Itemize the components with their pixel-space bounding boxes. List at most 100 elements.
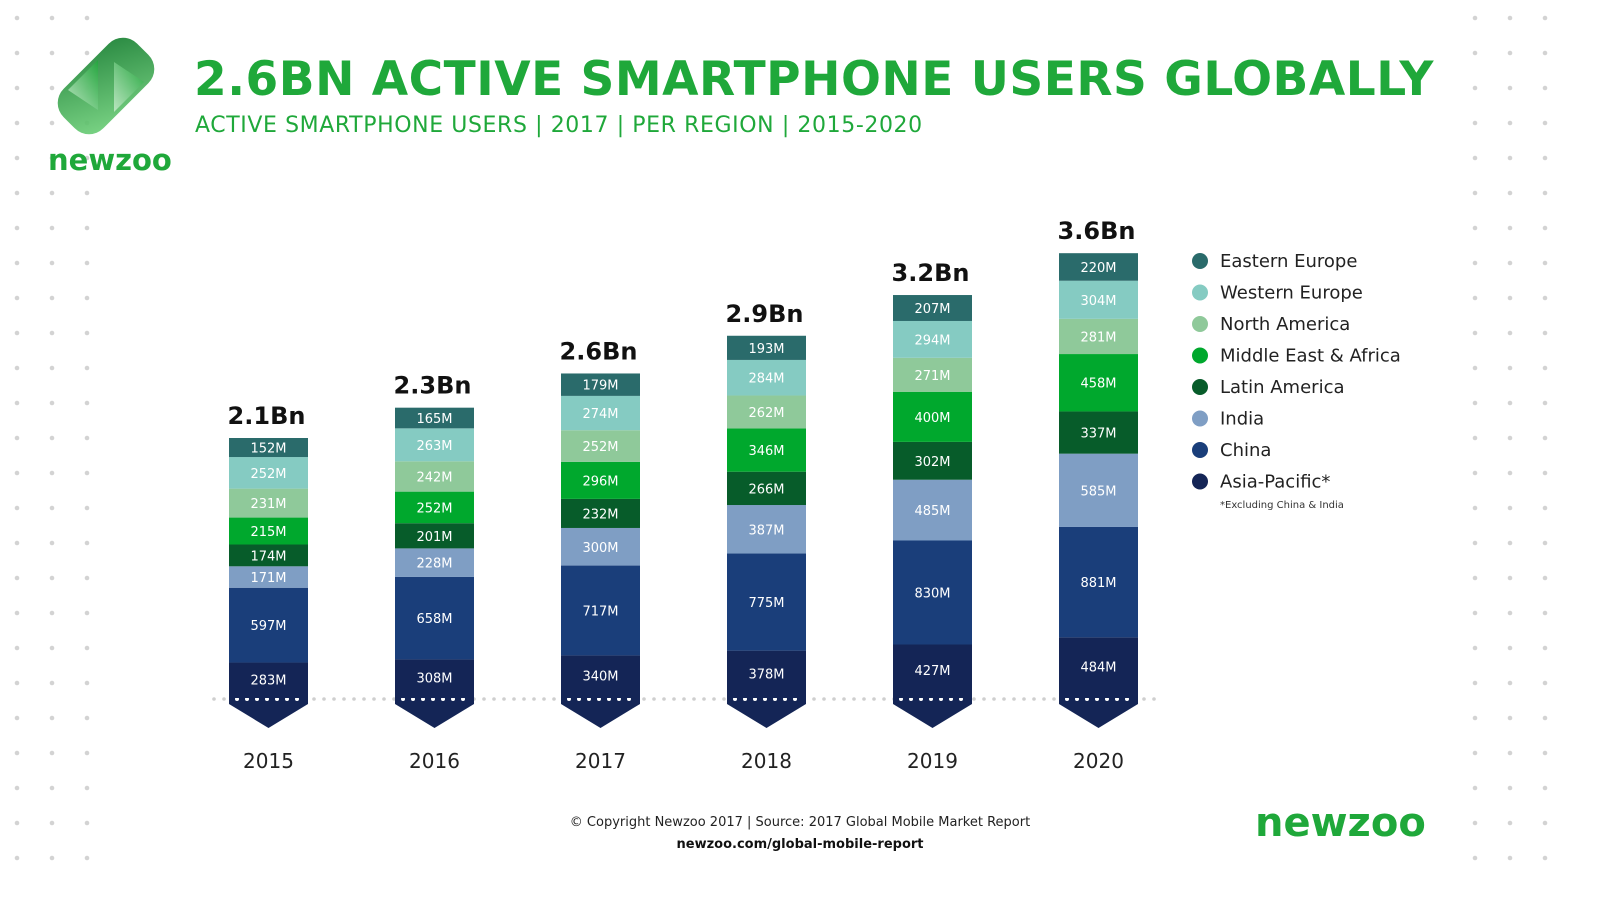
bar-segment bbox=[395, 428, 474, 462]
segment-label: 308M bbox=[416, 672, 452, 687]
background-dot bbox=[1507, 540, 1513, 546]
bar-segment bbox=[893, 320, 972, 358]
background-dot bbox=[1542, 85, 1548, 91]
bar-segment bbox=[561, 461, 640, 499]
background-dot bbox=[1507, 715, 1513, 721]
bar-segment bbox=[395, 576, 474, 660]
baseline-dot bbox=[1142, 697, 1146, 701]
background-dot bbox=[49, 330, 55, 336]
segment-label: 252M bbox=[416, 501, 452, 516]
baseline-dot bbox=[392, 697, 396, 701]
source-link[interactable]: newzoo.com/global-mobile-report bbox=[676, 837, 924, 852]
bar-segment bbox=[1059, 280, 1138, 319]
segment-label: 658M bbox=[416, 612, 452, 627]
total-label: 3.6Bn bbox=[1058, 217, 1136, 245]
bar-2020: 484M 881M 585M 337M 458M 281M 304M 220M 3.6Bn 202… bbox=[1058, 217, 1138, 773]
background-dot bbox=[1472, 435, 1478, 441]
total-label: 2.6Bn bbox=[560, 337, 638, 365]
bar-2016: 308M 658M 228M 201M 252M 242M 263M 165M 2.3Bn 201… bbox=[394, 372, 474, 773]
background-dot bbox=[1542, 365, 1548, 371]
baseline-dot bbox=[1032, 697, 1036, 701]
background-dot bbox=[84, 225, 90, 231]
background-dot bbox=[1542, 330, 1548, 336]
background-dot bbox=[1542, 120, 1548, 126]
baseline-dot bbox=[352, 697, 356, 701]
segment-label: 296M bbox=[582, 474, 618, 489]
background-dot bbox=[84, 190, 90, 196]
background-dot bbox=[84, 540, 90, 546]
background-dot bbox=[1472, 120, 1478, 126]
segment-label: 271M bbox=[914, 369, 950, 384]
bar-segment bbox=[1059, 637, 1138, 698]
segment-label: 262M bbox=[748, 406, 784, 421]
baseline-dot bbox=[512, 697, 516, 701]
background-dot bbox=[1472, 715, 1478, 721]
background-dot bbox=[1472, 190, 1478, 196]
baseline-dot bbox=[652, 697, 656, 701]
bar-segment bbox=[229, 438, 308, 458]
bar-segment bbox=[1059, 411, 1138, 454]
baseline-dot bbox=[982, 697, 986, 701]
baseline-dot bbox=[832, 697, 836, 701]
bar-segment bbox=[561, 565, 640, 656]
background-dot bbox=[14, 400, 20, 406]
background-dot bbox=[84, 575, 90, 581]
segment-label: 252M bbox=[250, 467, 286, 482]
bar-segment bbox=[561, 430, 640, 462]
bar-segment bbox=[893, 391, 972, 442]
segment-label: 228M bbox=[416, 557, 452, 572]
bar-segment bbox=[893, 479, 972, 541]
legend-swatch bbox=[1192, 284, 1208, 301]
background-dot bbox=[84, 820, 90, 826]
background-dot bbox=[1542, 645, 1548, 651]
segment-label: 304M bbox=[1080, 294, 1116, 309]
background-dot bbox=[14, 540, 20, 546]
segment-label: 340M bbox=[582, 670, 618, 685]
baseline-dot bbox=[212, 697, 216, 701]
segment-label: 830M bbox=[914, 586, 950, 601]
segment-label: 378M bbox=[748, 667, 784, 682]
background-dot bbox=[1472, 540, 1478, 546]
segment-label: 231M bbox=[250, 497, 286, 512]
baseline-dot bbox=[992, 697, 996, 701]
background-dot bbox=[14, 260, 20, 266]
x-tick-label: 2017 bbox=[575, 749, 626, 773]
background-dot bbox=[1472, 85, 1478, 91]
background-dot bbox=[1542, 295, 1548, 301]
legend-label: Latin America bbox=[1220, 377, 1345, 398]
segment-label: 266M bbox=[748, 482, 784, 497]
bar-segment bbox=[395, 659, 474, 698]
total-label: 3.2Bn bbox=[892, 259, 970, 287]
background-dot bbox=[1507, 470, 1513, 476]
background-dot bbox=[1542, 400, 1548, 406]
baseline-dot bbox=[332, 697, 336, 701]
bar-segment bbox=[727, 395, 806, 429]
bar-segment bbox=[395, 548, 474, 577]
bar-segment bbox=[1059, 526, 1138, 638]
bar-segment bbox=[561, 498, 640, 528]
baseline-dot bbox=[322, 697, 326, 701]
background-dot bbox=[14, 330, 20, 336]
background-dot bbox=[49, 50, 55, 56]
segment-label: 179M bbox=[582, 379, 618, 394]
baseline-dot bbox=[1022, 697, 1026, 701]
baseline-dot bbox=[712, 697, 716, 701]
background-dot bbox=[1472, 855, 1478, 861]
background-dot bbox=[49, 435, 55, 441]
legend-swatch bbox=[1192, 410, 1208, 427]
background-dot bbox=[1472, 15, 1478, 21]
background-dot bbox=[1472, 470, 1478, 476]
background-dot bbox=[1542, 750, 1548, 756]
bar-segment bbox=[395, 407, 474, 429]
bar-segment bbox=[395, 461, 474, 492]
background-dot bbox=[49, 260, 55, 266]
background-dot bbox=[49, 190, 55, 196]
background-dot bbox=[1542, 225, 1548, 231]
segment-label: 274M bbox=[582, 407, 618, 422]
bar-2015: 283M 597M 171M 174M 215M 231M 252M 152M 2.1Bn 201… bbox=[228, 402, 308, 773]
x-tick-label: 2018 bbox=[741, 749, 792, 773]
background-dot bbox=[1507, 820, 1513, 826]
background-dot bbox=[49, 295, 55, 301]
background-dot bbox=[1472, 645, 1478, 651]
background-dot bbox=[1472, 260, 1478, 266]
